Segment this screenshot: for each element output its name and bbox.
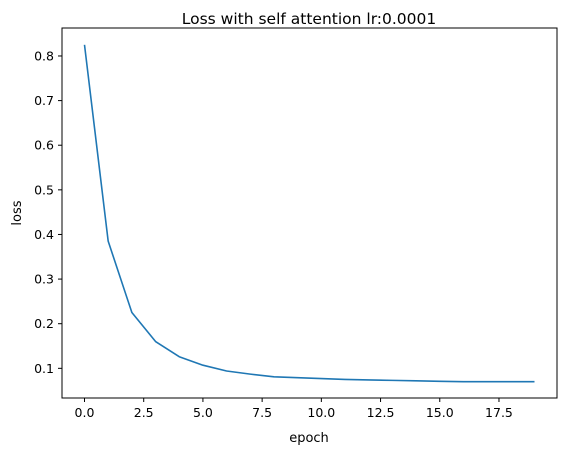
x-axis-label: epoch — [289, 431, 329, 446]
x-axis-ticks: 0.0 2.5 5.0 7.5 10.0 12.5 15.0 17.5 — [75, 398, 513, 420]
chart-title: Loss with self attention lr:0.0001 — [182, 10, 437, 28]
plot-area: 0.0 2.5 5.0 7.5 10.0 12.5 15.0 17.5 0.10.20.30.… — [34, 27, 558, 420]
y-tick-label: 0.1 — [34, 361, 54, 376]
x-tick-label: 12.5 — [367, 405, 395, 420]
x-tick-label: 17.5 — [485, 405, 513, 420]
x-tick-label: 10.0 — [307, 405, 335, 420]
x-tick-label: 15.0 — [426, 405, 454, 420]
y-axis-label: loss — [10, 200, 25, 225]
x-tick-label: 0.0 — [75, 405, 95, 420]
y-tick-label: 0.8 — [34, 48, 54, 63]
x-tick-label: 5.0 — [193, 405, 213, 420]
x-tick-label: 7.5 — [252, 405, 272, 420]
y-tick-label: 0.2 — [34, 316, 54, 331]
axes-frame — [61, 27, 558, 399]
y-axis-ticks: 0.1 0.2 0.3 0.4 0.5 0.6 0.7 0.8 — [34, 48, 62, 376]
x-tick-label: 2.5 — [134, 405, 154, 420]
y-tick-label: 0.5 — [34, 182, 54, 197]
y-tick-label: 0.3 — [34, 272, 54, 287]
y-tick-label: 0.7 — [34, 93, 54, 108]
y-tick-label: 0.4 — [34, 227, 54, 242]
y-tick-label: 0.6 — [34, 138, 54, 153]
loss-series-line — [83, 44, 535, 383]
